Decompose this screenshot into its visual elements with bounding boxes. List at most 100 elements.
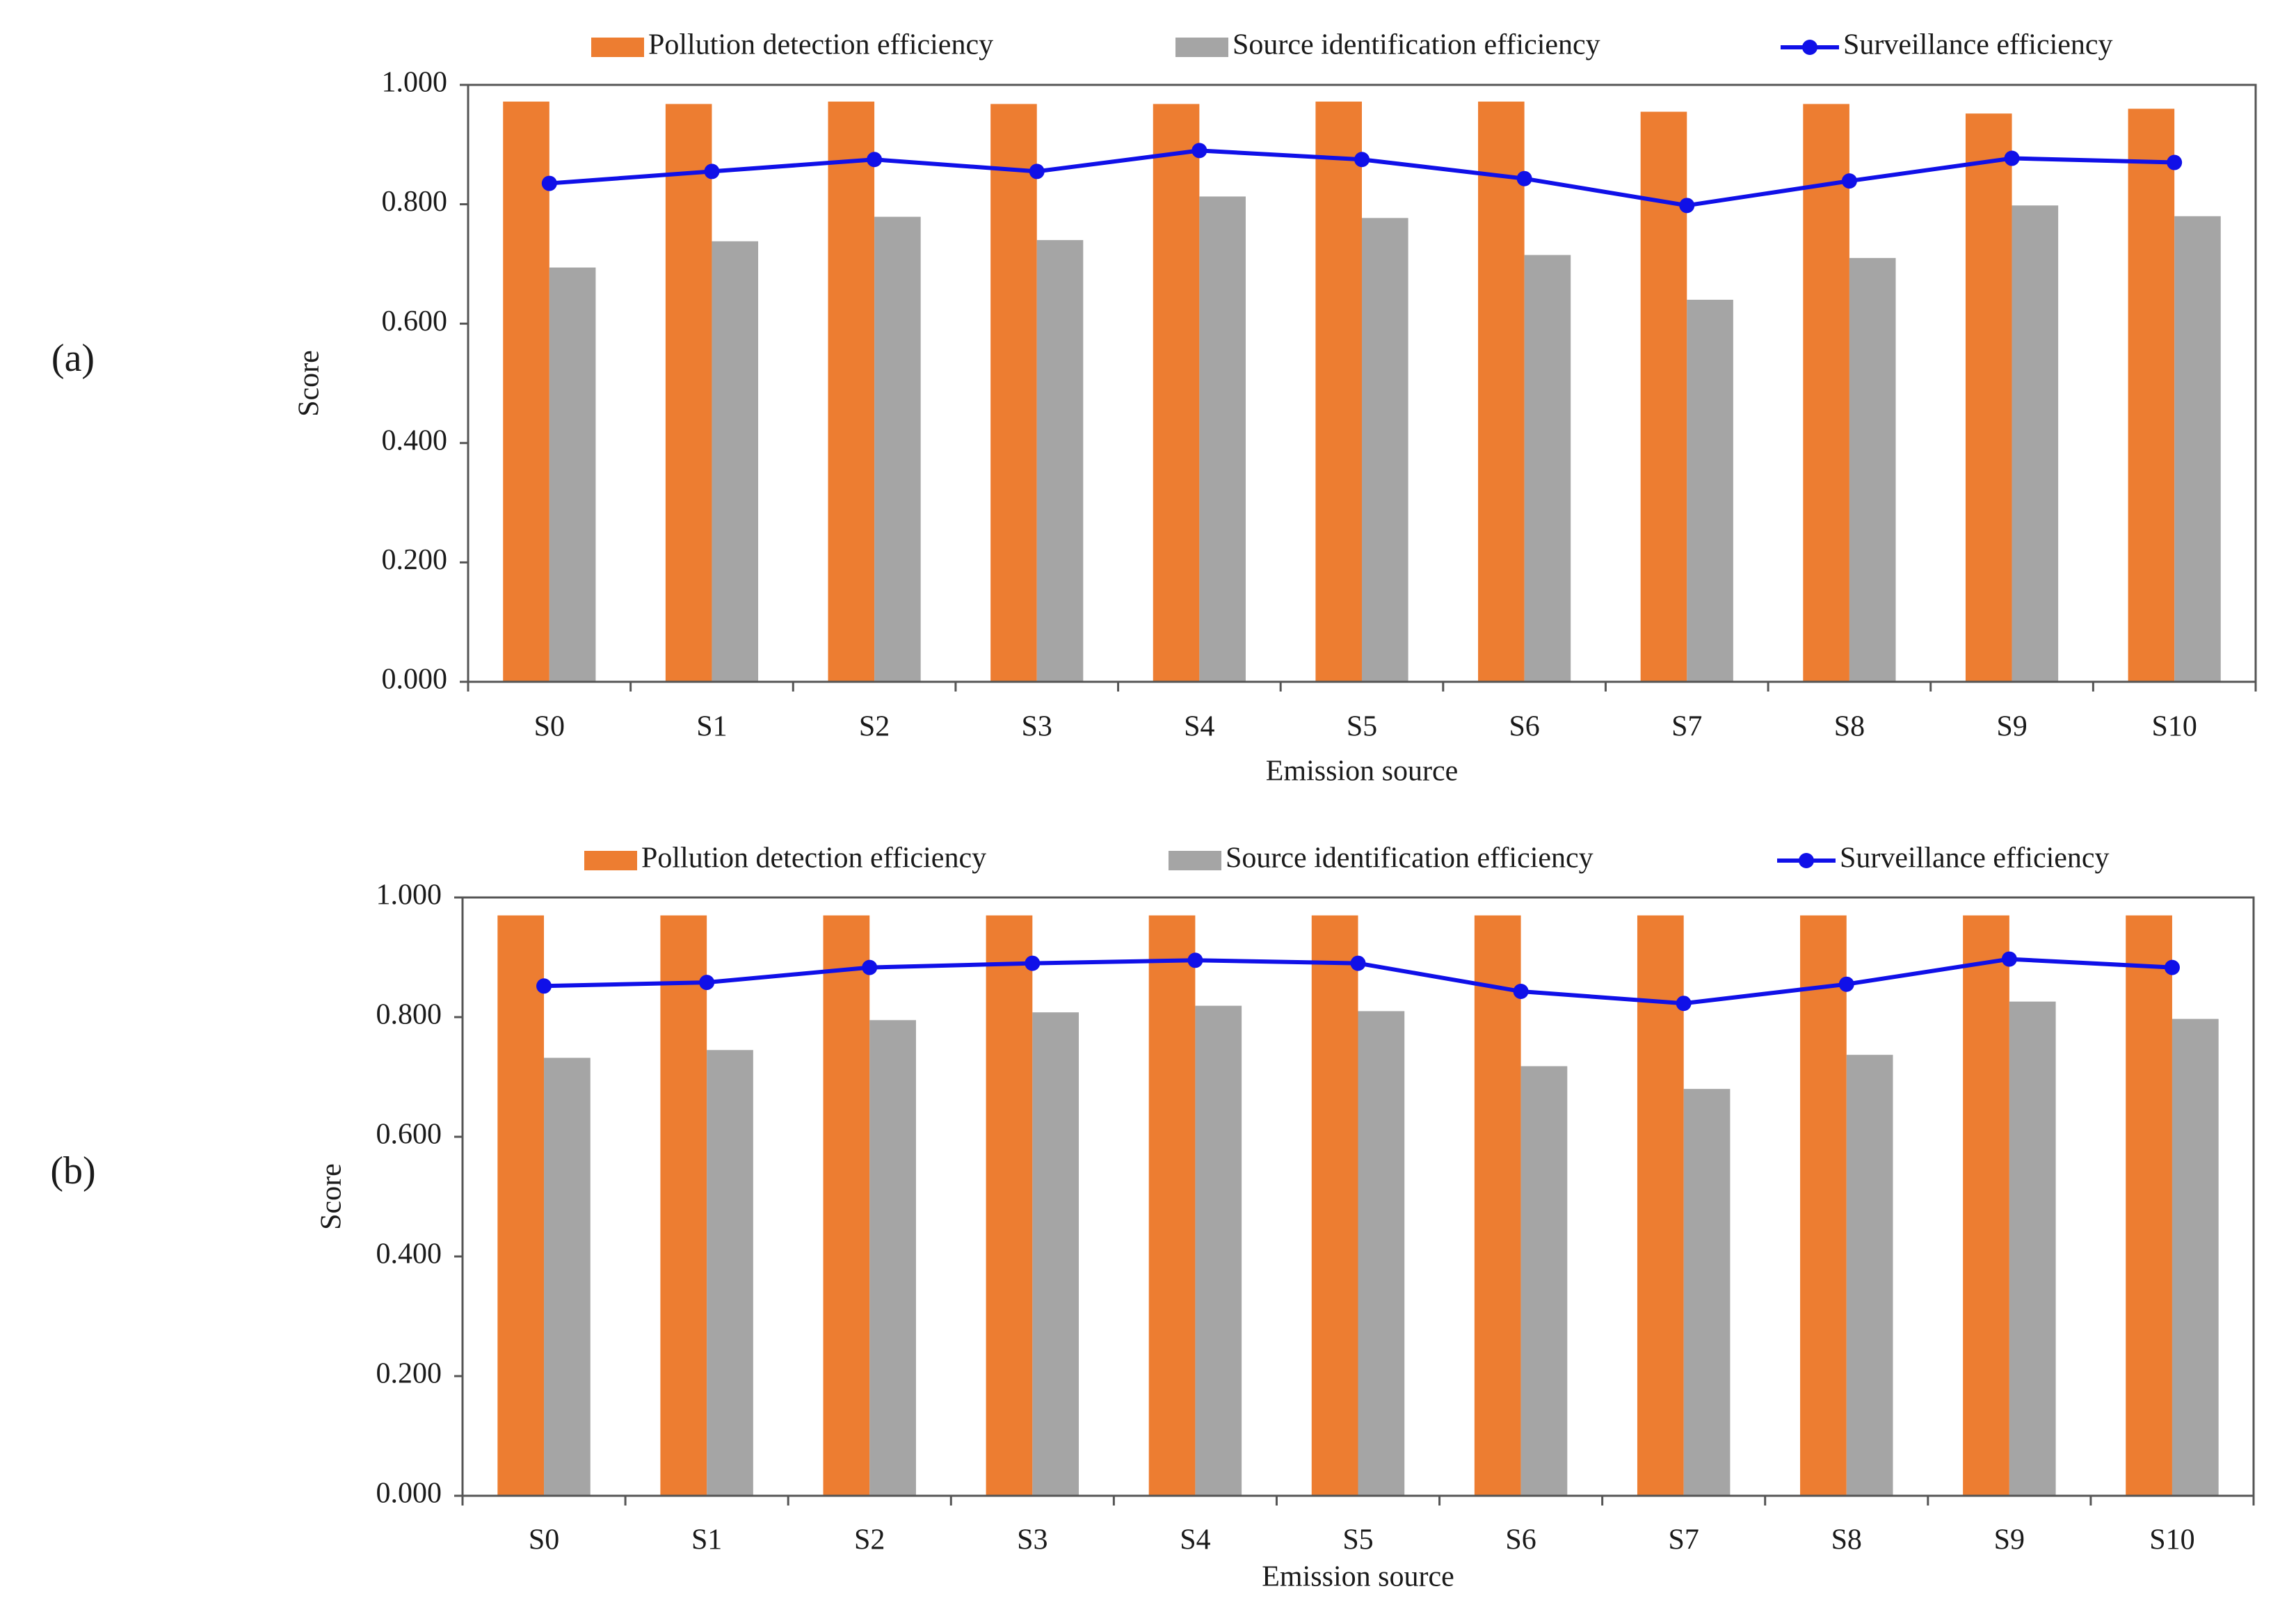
plot-frame — [467, 83, 2257, 683]
point-surveillance — [1025, 955, 1041, 971]
y-tick-label: 0.400 — [376, 1238, 442, 1270]
bar-source-identification — [544, 1057, 591, 1496]
bar-source-identification — [869, 1020, 916, 1496]
point-surveillance — [699, 975, 715, 991]
x-tick-label: S8 — [1831, 1524, 1862, 1556]
bar-pollution-detection — [1478, 102, 1525, 682]
y-tick-label: 0.000 — [382, 664, 448, 696]
legend-label: Source identification efficiency — [1233, 29, 1600, 61]
bar-pollution-detection — [2126, 915, 2172, 1496]
x-tick-label: S8 — [1834, 711, 1865, 743]
bar-pollution-detection — [665, 104, 712, 682]
bar-pollution-detection — [1153, 104, 1200, 682]
legend-swatch-pollution — [591, 38, 644, 57]
point-surveillance — [704, 163, 720, 179]
x-tick-label: S1 — [691, 1524, 722, 1556]
x-tick-label: S6 — [1509, 711, 1539, 743]
x-tick-label: S5 — [1347, 711, 1377, 743]
x-tick-label: S9 — [1994, 1524, 2025, 1556]
point-surveillance — [1676, 996, 1692, 1012]
y-tick-label: 0.600 — [382, 305, 448, 337]
point-surveillance — [1679, 198, 1695, 214]
point-surveillance — [541, 175, 557, 191]
x-tick-label: S2 — [859, 711, 890, 743]
bar-pollution-detection — [1315, 102, 1362, 682]
x-tick-label: S10 — [2149, 1524, 2194, 1556]
x-tick-label: S9 — [1996, 711, 2027, 743]
panel-label: (a) — [51, 337, 95, 380]
x-axis-label: Emission source — [1266, 756, 1458, 788]
point-surveillance — [867, 152, 883, 168]
bar-pollution-detection — [990, 104, 1037, 682]
chart-panel-b: (b) 0.000 0.200 0.400 0.600 0.800 1.000 Score S0… — [50, 843, 2255, 1593]
y-tick-label: 0.200 — [382, 544, 448, 576]
x-tick-label: S0 — [534, 711, 565, 743]
y-tick-label: 1.000 — [376, 879, 442, 911]
x-tick-label: S7 — [1671, 711, 1702, 743]
y-tick-label: 0.600 — [376, 1119, 442, 1151]
bar-source-identification — [1524, 255, 1571, 682]
bar-pollution-detection — [1800, 915, 1847, 1496]
bar-source-identification — [1687, 299, 1733, 682]
bar-pollution-detection — [2128, 109, 2175, 682]
bar-source-identification — [874, 216, 921, 682]
bar-source-identification — [707, 1050, 753, 1496]
point-surveillance — [1516, 170, 1532, 186]
x-tick-label: S0 — [529, 1524, 559, 1556]
bar-pollution-detection — [660, 915, 707, 1496]
bar-source-identification — [549, 267, 596, 682]
x-tick-label: S1 — [696, 711, 727, 743]
x-tick-label: S4 — [1184, 711, 1214, 743]
y-axis-label: Score — [294, 350, 326, 417]
legend-label: Surveillance efficiency — [1843, 29, 2113, 61]
bar-pollution-detection — [1803, 104, 1849, 682]
y-tick-label: 0.000 — [376, 1478, 442, 1510]
plot-frame — [461, 896, 2255, 1497]
bar-pollution-detection — [503, 102, 549, 682]
y-tick-label: 0.800 — [376, 999, 442, 1031]
bar-source-identification — [2174, 216, 2221, 682]
x-tick-label: S6 — [1505, 1524, 1536, 1556]
bar-source-identification — [2009, 1001, 2056, 1496]
point-surveillance — [1191, 143, 1207, 159]
bar-source-identification — [1849, 257, 1896, 682]
bar-pollution-detection — [1640, 111, 1687, 682]
point-surveillance — [1187, 952, 1203, 968]
bar-source-identification — [712, 241, 759, 682]
legend-label: Pollution detection efficiency — [648, 29, 993, 61]
bar-pollution-detection — [823, 915, 870, 1496]
point-surveillance — [862, 959, 878, 975]
bar-pollution-detection — [497, 915, 545, 1496]
y-axis-label: Score — [316, 1163, 348, 1230]
x-tick-label: S3 — [1022, 711, 1052, 743]
point-surveillance — [2004, 150, 2020, 166]
bar-source-identification — [1036, 240, 1084, 682]
y-tick-label: 0.200 — [376, 1358, 442, 1390]
bar-pollution-detection — [1474, 915, 1521, 1496]
panel-label: (b) — [50, 1149, 95, 1192]
point-surveillance — [1029, 163, 1045, 179]
bar-source-identification — [1195, 1005, 1242, 1496]
bar-source-identification — [1683, 1089, 1731, 1496]
legend-label: Source identification efficiency — [1226, 843, 1593, 875]
legend-swatch-pollution — [584, 851, 637, 870]
bar-pollution-detection — [828, 102, 875, 682]
legend-swatch-marker — [1799, 853, 1814, 868]
bar-source-identification — [1358, 1011, 1405, 1496]
bar-source-identification — [2012, 205, 2059, 682]
x-tick-label: S2 — [854, 1524, 885, 1556]
x-tick-label: S10 — [2152, 711, 2197, 743]
x-axis-label: Emission source — [1262, 1561, 1454, 1593]
y-tick-label: 0.800 — [382, 186, 448, 218]
bar-source-identification — [1199, 196, 1246, 682]
point-surveillance — [2167, 154, 2183, 170]
point-surveillance — [2001, 951, 2017, 967]
point-surveillance — [1838, 976, 1854, 992]
legend-swatch-source — [1175, 38, 1228, 57]
point-surveillance — [2164, 959, 2180, 975]
legend-label: Pollution detection efficiency — [641, 843, 986, 875]
point-surveillance — [1513, 984, 1529, 1000]
bar-pollution-detection — [1637, 915, 1684, 1496]
chart-panel-a: (a) 0.000 0.200 0.400 0.600 0.800 1.000 Score S0… — [51, 29, 2257, 788]
point-surveillance — [1354, 152, 1370, 168]
